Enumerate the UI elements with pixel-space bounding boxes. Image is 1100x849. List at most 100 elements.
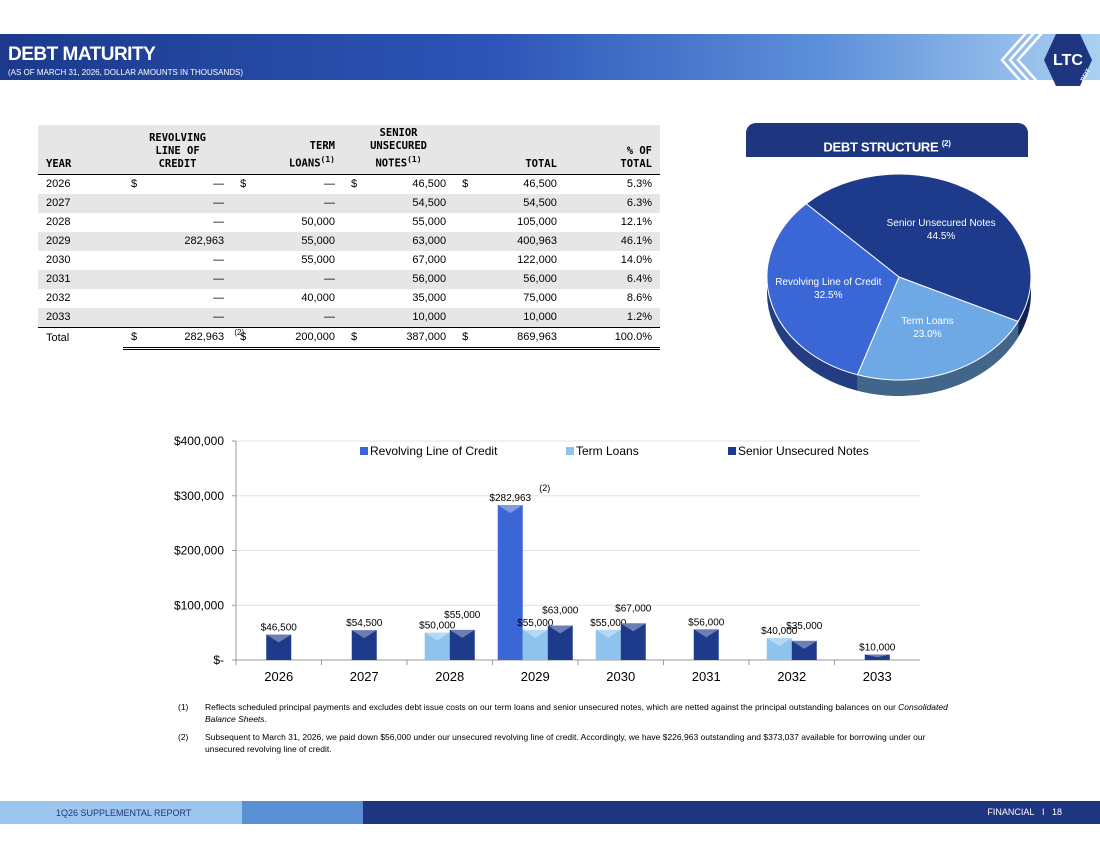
y-tick-label: $400,000 [174,434,224,448]
cell-total: 105,000 [517,216,557,228]
bar-data-label: $10,000 [859,643,896,654]
bar-data-label: $282,963 [489,493,531,504]
table-row: 2030 — 55,000 67,000 122,000 14.0% [38,251,660,270]
cell-total-term: $200,000 [232,326,343,350]
pie-slice [766,203,900,376]
cell-total: 10,000 [454,307,565,327]
table-header-row: YEAR REVOLVING LINE OF CREDIT TERM LOANS(1)… [38,125,660,175]
y-tick-label: $300,000 [174,489,224,503]
bar-annotation: (2) [539,483,550,493]
col-revolving: REVOLVING LINE OF CREDIT [122,125,233,175]
bar [266,634,292,660]
bar [522,629,548,660]
bar [766,638,792,660]
debt-structure-pie-chart: Senior Unsecured Notes 44.5% Term Loans 23.… [766,173,1032,396]
cell-total: 54,500 [454,193,565,213]
bar-bevel [351,630,377,639]
bar-bevel [547,625,573,634]
cell-pct: 5.3% [626,178,652,190]
cell-pct: 12.1% [620,216,652,228]
pie-slice-value: 44.5% [927,231,955,242]
cell-senior: 55,000 [412,216,447,228]
cell-revolving: — [213,254,225,266]
bar-bevel [522,629,548,638]
bar-bevel [497,505,523,514]
cell-year: 2032 [46,292,71,304]
cell-term: — [232,269,343,289]
cell-total-pct: 100.0% [564,326,660,350]
bar-bevel [424,632,450,641]
cell-senior: 63,000 [342,231,455,251]
cell-year: 2030 [46,254,71,266]
y-tick-label: $200,000 [174,544,224,558]
bar-data-label: $55,000 [444,610,481,621]
bar-data-label: $55,000 [590,618,627,629]
cell-term: — [232,193,343,213]
cell-total-total: $869,963 [454,326,565,350]
cell-revolving: — [122,193,233,213]
logo-text: LTC [1053,52,1083,69]
cell-term: — [232,307,343,327]
legend-entry: Term Loans [576,444,639,458]
bar-data-label: $56,000 [688,617,725,628]
bar [693,629,719,660]
cell-senior: $46,500 [350,178,447,190]
cell-term: 55,000 [301,254,335,266]
bar [547,625,573,660]
cell-total-revolving: $282,963 (2) [122,326,244,350]
x-tick-label: 2029 [521,669,550,684]
cell-term: 50,000 [301,216,335,228]
col-term-loans: TERM LOANS(1) [232,125,343,175]
bar [595,629,621,660]
bar [791,640,817,660]
footer-bar [0,801,1100,824]
col-pct-total: % OF TOTAL [564,125,660,175]
legend-swatch [360,447,368,455]
table-row: 2031— —56,000 56,000 6.4% [38,269,660,289]
table-total-row: Total $282,963 (2) $200,000 $387,000 $869,963… [38,326,660,350]
pie-slice-side [1018,277,1031,338]
bar-data-label: $40,000 [761,626,798,637]
cell-revolving: — [213,216,225,228]
cell-year: 2028 [46,216,71,228]
bar-bevel [595,629,621,638]
pie-slice [805,173,1032,323]
pie-slice-value: 23.0% [913,329,941,340]
col-total: TOTAL [454,125,565,175]
cell-revolving: $ — [130,178,225,190]
bar-data-label: $46,500 [261,623,298,634]
cell-pct: 8.6% [626,292,652,304]
bar-data-label: $67,000 [615,603,652,614]
cell-total: 122,000 [517,254,557,266]
bar-data-label: $54,500 [346,618,383,629]
bar [424,632,450,660]
cell-senior: 10,000 [342,307,455,327]
x-tick-label: 2028 [435,669,464,684]
cell-senior: 67,000 [412,254,447,266]
bar-bevel [791,640,817,649]
bar-data-label: $55,000 [517,618,554,629]
pie-slice-value: 32.5% [814,290,842,301]
pie-slice-label: Revolving Line of Credit [775,277,881,288]
cell-revolving: — [213,292,225,304]
footer-page-info: FINANCIAL I 18 [987,807,1062,817]
cell-pct: 6.3% [564,193,660,213]
x-tick-label: 2033 [863,669,892,684]
legend-entry: Revolving Line of Credit [370,444,498,458]
cell-term: 40,000 [301,292,335,304]
cell-revolving: — [122,269,233,289]
x-tick-label: 2026 [264,669,293,684]
footnote-2: (2) Subsequent to March 31, 2026, we pai… [178,732,926,754]
bar-bevel [864,654,890,658]
pie-slice-side [767,277,858,391]
debt-maturity-bar-chart: $- $100,000 $200,000 $300,000 $400,000 2026 $4… [174,434,920,684]
cell-year: 2026 [46,178,71,190]
pie-slice-side [857,321,1019,396]
legend-entry: Senior Unsecured Notes [738,444,869,458]
cell-total-label: Total [38,326,123,348]
y-tick-label: $- [213,653,224,667]
page-subtitle: (AS OF MARCH 31, 2026, DOLLAR AMOUNTS IN… [8,68,244,77]
footer-report-name: 1Q26 SUPPLEMENTAL REPORT [56,808,192,818]
cell-total: 56,000 [454,269,565,289]
bar [620,623,646,660]
